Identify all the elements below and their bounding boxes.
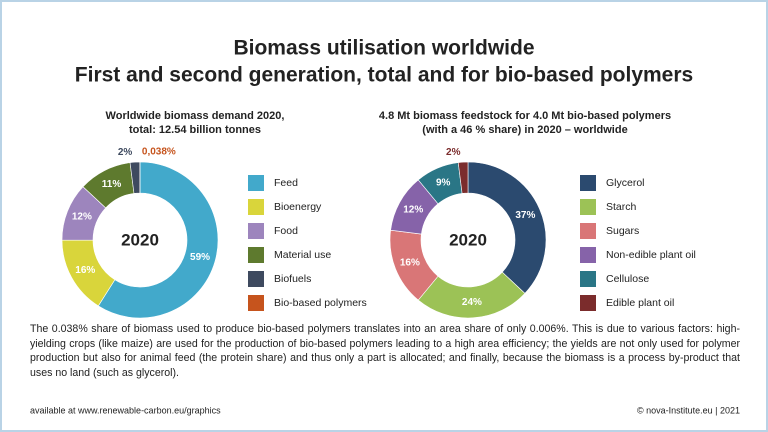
chart-title: Worldwide biomass demand 2020, <box>106 110 285 122</box>
legend-label: Feed <box>274 177 298 189</box>
value-label: 59% <box>190 252 210 263</box>
description: The 0.038% share of biomass used to prod… <box>30 323 740 379</box>
value-label: 9% <box>436 177 451 188</box>
main-subtitle: First and second generation, total and f… <box>75 64 693 87</box>
value-label: 24% <box>462 297 482 308</box>
legend-swatch <box>580 247 596 263</box>
legend-swatch <box>580 271 596 287</box>
legend-swatch <box>580 223 596 239</box>
legend-swatch <box>580 175 596 191</box>
center-label: 2020 <box>449 230 487 249</box>
center-label: 2020 <box>121 230 159 249</box>
legend-label: Food <box>274 225 298 237</box>
legend-label: Non-edible plant oil <box>606 249 696 261</box>
legend-label: Edible plant oil <box>606 297 674 309</box>
legend-swatch <box>248 199 264 215</box>
legend-label: Sugars <box>606 225 639 237</box>
value-label: 16% <box>400 258 420 269</box>
legend-label: Glycerol <box>606 177 645 189</box>
legend-label: Material use <box>274 249 331 261</box>
legend-swatch <box>580 199 596 215</box>
copyright: © nova-Institute.eu | 2021 <box>637 405 740 415</box>
value-label: 37% <box>515 210 535 221</box>
legend-swatch <box>248 223 264 239</box>
legend-swatch <box>248 295 264 311</box>
donut-segment <box>97 161 219 319</box>
legend-label: Biofuels <box>274 273 311 285</box>
value-label: 0,038% <box>142 147 176 158</box>
legend-swatch <box>248 247 264 263</box>
legend-label: Bioenergy <box>274 201 322 213</box>
donut-segment <box>457 161 469 194</box>
chart-title: 4.8 Mt biomass feedstock for 4.0 Mt bio-… <box>379 110 671 122</box>
chart-subtitle: (with a 46 % share) in 2020 – worldwide <box>422 124 627 136</box>
value-label: 12% <box>72 212 92 223</box>
value-label: 11% <box>102 179 122 190</box>
value-label: 2% <box>446 147 461 158</box>
main-title: Biomass utilisation worldwide <box>233 37 534 60</box>
legend-swatch <box>580 295 596 311</box>
source: available at www.renewable-carbon.eu/gra… <box>30 405 221 415</box>
legend-label: Bio-based polymers <box>274 297 367 309</box>
value-label: 12% <box>403 205 423 216</box>
donut-segment <box>467 161 547 294</box>
value-label: 2% <box>118 147 133 158</box>
value-label: 16% <box>75 265 95 276</box>
legend-label: Starch <box>606 201 637 213</box>
legend-label: Cellulose <box>606 273 649 285</box>
legend-swatch <box>248 175 264 191</box>
legend-swatch <box>248 271 264 287</box>
chart-subtitle: total: 12.54 billion tonnes <box>129 124 261 136</box>
